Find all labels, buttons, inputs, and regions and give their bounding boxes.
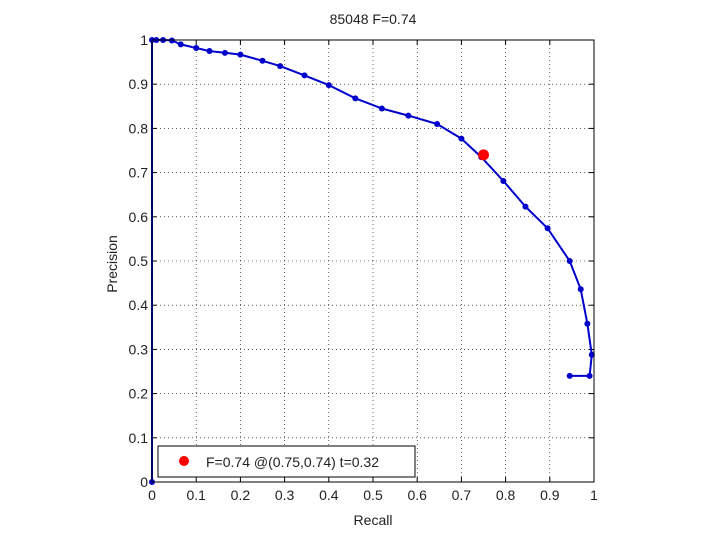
pr-curve-point [193,44,200,51]
y-tick-label: 0.7 [129,165,149,181]
tick-labels: 0 0.1 0.2 0.3 0.4 0.5 0.6 0.7 0.8 0.9 1 0 0.1 0.2 0.3 0… [129,32,599,503]
x-tick-label: 0.4 [319,487,339,503]
pr-curve-point [522,203,529,210]
pr-curve-point [586,372,593,379]
x-tick-label: 0 [148,487,156,503]
y-tick-label: 0 [140,474,148,490]
y-tick-label: 1 [140,32,148,48]
y-tick-label: 0.1 [129,430,149,446]
pr-curve-point [434,120,441,127]
pr-curve-point [237,51,244,58]
pr-curve-point [325,82,332,89]
pr-curve-point [566,258,573,264]
pr-curve-point [584,320,591,327]
x-tick-label: 1 [590,487,598,503]
x-tick-label: 0.7 [452,487,472,503]
x-tick-label: 0.9 [540,487,560,503]
grid [152,40,594,482]
pr-curve-point [206,48,213,55]
y-tick-label: 0.2 [129,386,149,402]
pr-curve-point [577,286,584,293]
legend: F=0.74 @(0.75,0.74) t=0.32 [157,445,416,478]
pr-curve-point [458,135,465,142]
legend-box [157,445,416,478]
pr-curve-point [405,112,412,119]
x-tick-label: 0.1 [186,487,206,503]
y-tick-label: 0.6 [129,209,149,225]
pr-curve-point [566,372,573,379]
pr-curve-point [352,95,359,102]
series-layer [149,37,595,485]
x-tick-label: 0.8 [496,487,516,503]
pr-curve-point [378,105,385,112]
pr-curve-point [221,49,228,56]
pr-curve-point [500,177,507,184]
pr-curve-point [544,225,551,232]
pr-curve-point [259,57,266,64]
plot-frame [151,39,595,483]
y-tick-label: 0.3 [129,341,149,357]
legend-marker-icon [179,456,189,466]
y-axis-title: Precision [104,235,120,293]
pr-curve-point [177,41,184,48]
pr-curve-point [301,72,308,79]
x-tick-label: 0.6 [407,487,427,503]
x-tick-label: 0.3 [275,487,295,503]
x-axis-title: Recall [354,512,393,528]
y-tick-label: 0.8 [129,120,149,136]
x-tick-label: 0.2 [231,487,251,503]
y-tick-label: 0.4 [129,297,149,313]
x-tick-label: 0.5 [363,487,383,503]
y-tick-label: 0.5 [129,253,149,269]
chart-title: 85048 F=0.74 [330,11,417,27]
best-f-point [478,149,489,161]
legend-label: F=0.74 @(0.75,0.74) t=0.32 [206,454,379,470]
y-tick-label: 0.9 [129,76,149,92]
pr-curve-point [588,351,595,358]
pr-curve-point [277,63,284,70]
